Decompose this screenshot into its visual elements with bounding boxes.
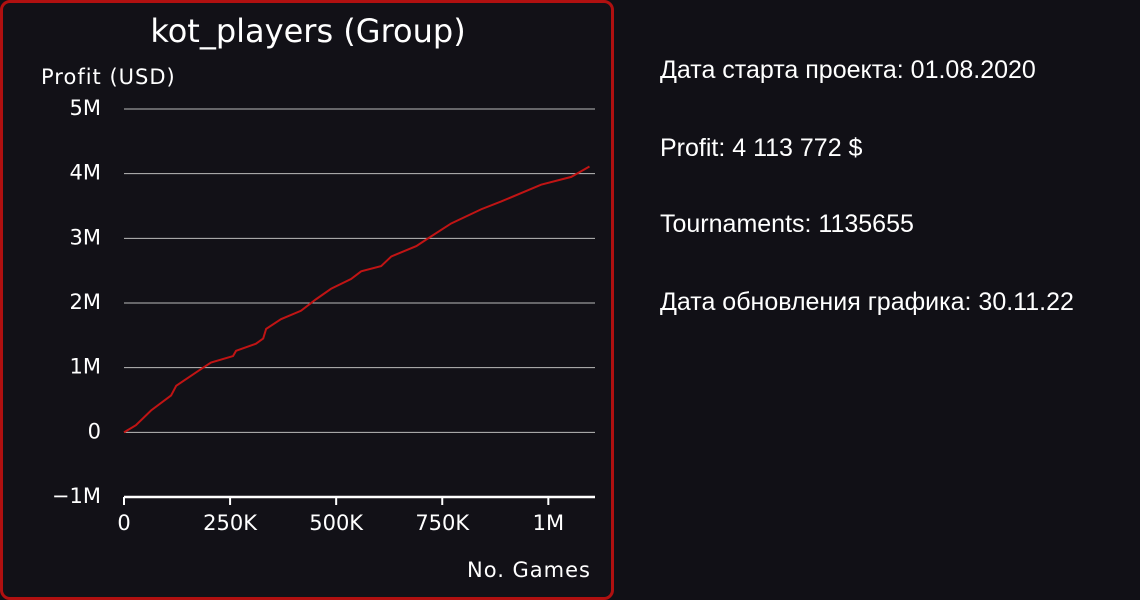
update-date: Дата обновления графика: 30.11.22 [660,288,1074,316]
x-axis-label: No. Games [467,558,591,582]
y-tick-label: 5M [70,96,101,120]
y-tick-label: 2M [70,290,101,314]
x-tick-label: 1M [533,511,564,535]
y-axis-label: Profit (USD) [41,65,176,89]
x-tick-label: 0 [117,511,130,535]
start-date: Дата старта проекта: 01.08.2020 [660,56,1036,84]
y-tick-label: 4M [70,161,101,185]
chart-title: kot_players (Group) [150,12,465,50]
profit: Profit: 4 113 772 $ [660,134,863,162]
x-tick-label: 250K [203,511,258,535]
y-tick-label: 0 [88,419,101,443]
tournaments: Tournaments: 1135655 [660,210,914,238]
x-tick-label: 750K [415,511,470,535]
y-tick-label: −1M [52,484,101,508]
data-line [123,165,590,434]
chart-panel: kot_players (Group) Profit (USD) No. Gam… [0,0,614,600]
x-tick-label: 500K [309,511,364,535]
chart: kot_players (Group) Profit (USD) No. Gam… [41,12,595,582]
y-tick-label: 3M [70,225,101,249]
y-tick-label: 1M [70,355,101,379]
